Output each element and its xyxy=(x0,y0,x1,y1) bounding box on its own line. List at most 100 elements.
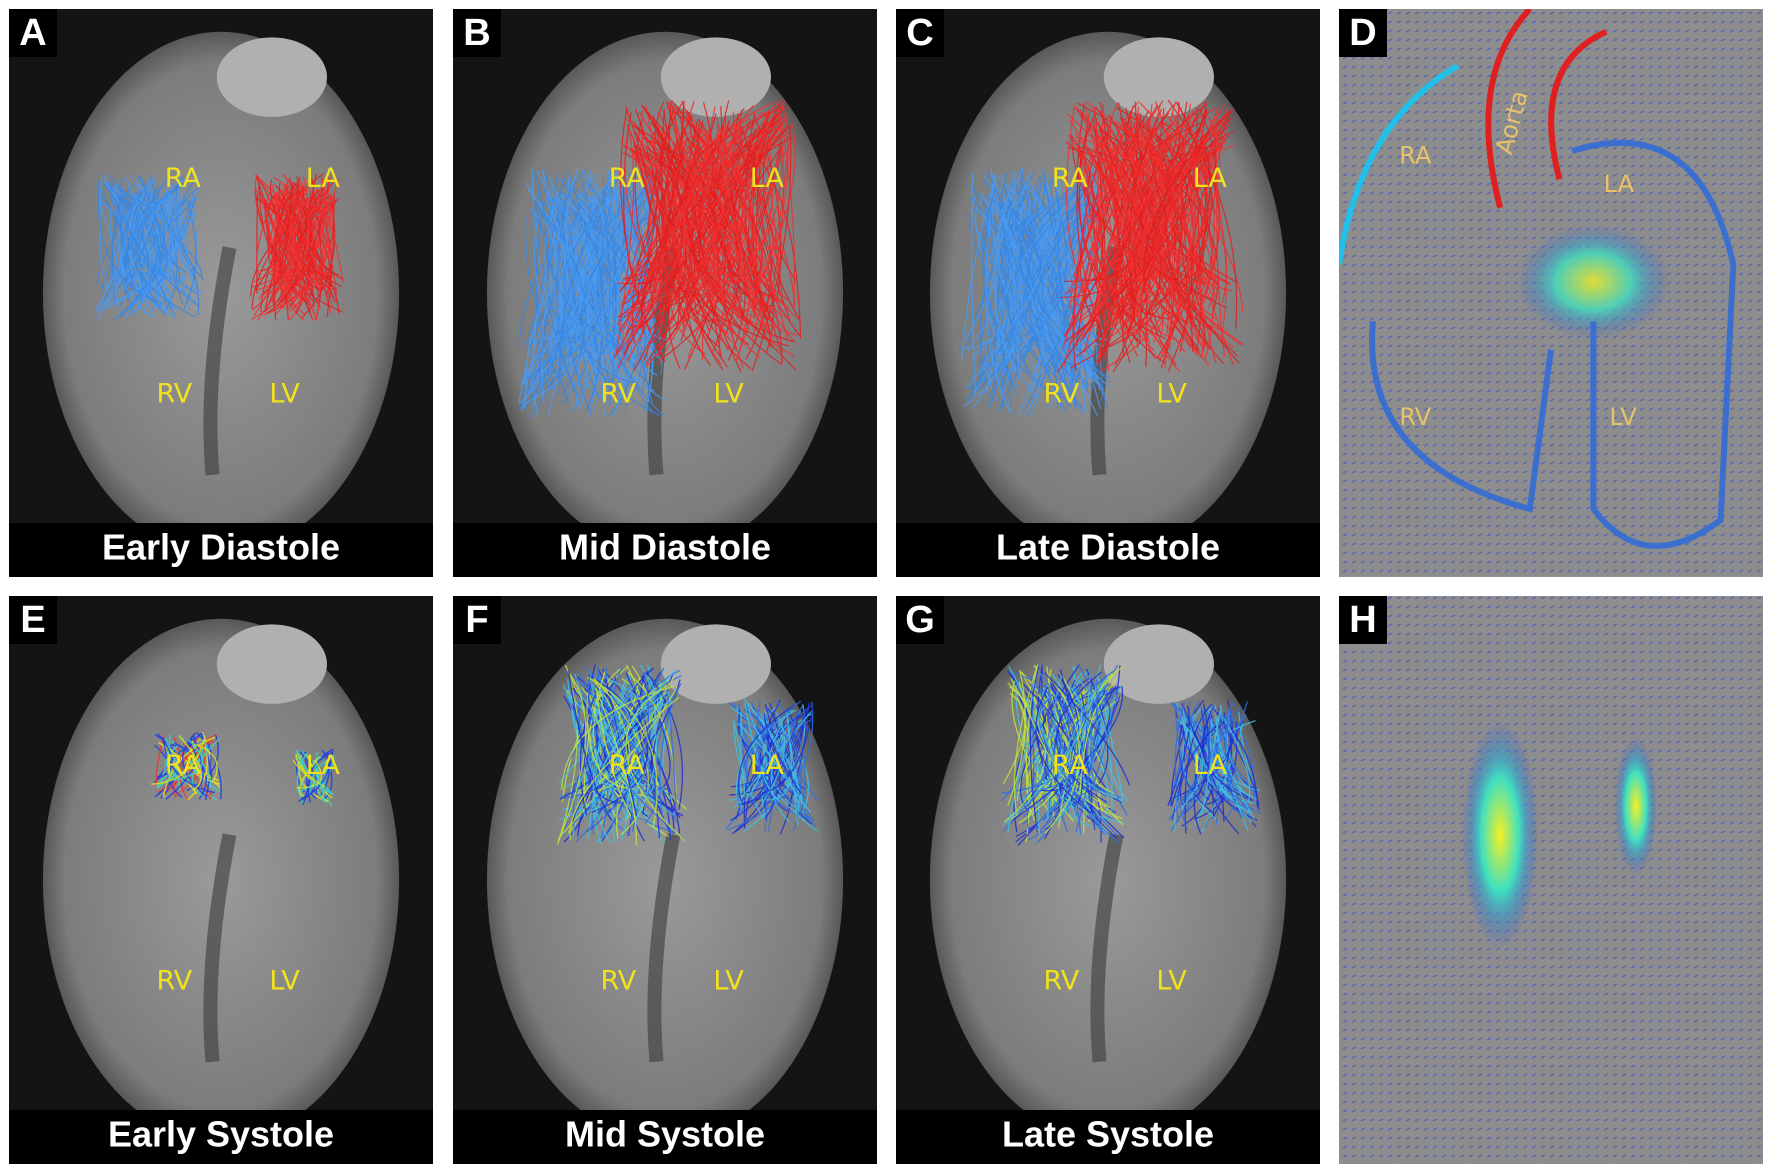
streamline xyxy=(565,176,570,367)
streamline xyxy=(254,187,275,307)
streamline xyxy=(1076,113,1103,336)
streamline xyxy=(94,195,173,313)
streamline xyxy=(124,194,142,293)
streamline xyxy=(118,178,135,287)
streamline xyxy=(1098,122,1199,357)
streamline xyxy=(624,127,722,339)
streamline xyxy=(1000,172,1111,383)
panel xyxy=(1339,9,1763,577)
streamline xyxy=(1030,216,1070,337)
streamline xyxy=(524,181,655,401)
streamline xyxy=(559,178,604,360)
streamline xyxy=(1007,192,1084,345)
caption-bar xyxy=(453,1110,877,1164)
streamline xyxy=(307,751,334,803)
streamline xyxy=(295,749,325,802)
streamline xyxy=(270,175,311,294)
streamline xyxy=(992,174,1015,401)
streamline xyxy=(779,115,796,307)
streamline xyxy=(733,720,745,798)
streamline xyxy=(96,178,125,321)
streamline xyxy=(1058,686,1100,828)
streamline xyxy=(739,109,799,320)
streamline xyxy=(568,670,613,821)
streamline xyxy=(587,694,604,839)
panel xyxy=(1339,596,1763,1164)
streamline xyxy=(1143,108,1233,366)
streamline xyxy=(563,208,593,415)
streamline xyxy=(664,152,743,301)
streamline xyxy=(965,200,1065,389)
streamline xyxy=(1102,126,1191,360)
streamline xyxy=(257,177,332,321)
streamline xyxy=(583,671,606,808)
streamline xyxy=(753,149,801,321)
septum xyxy=(647,833,681,1063)
streamline xyxy=(1071,135,1186,287)
panel-letter: B xyxy=(463,12,490,54)
aorta-line xyxy=(1548,28,1608,181)
streamline xyxy=(1088,149,1137,366)
letter-box xyxy=(453,9,501,57)
chamber-label: LA xyxy=(306,750,341,781)
streamline xyxy=(288,198,339,292)
flow-jet xyxy=(1461,720,1539,949)
flow-jet xyxy=(1517,224,1670,339)
streamline xyxy=(263,195,334,316)
streamline xyxy=(641,108,745,315)
streamline xyxy=(1136,123,1203,372)
streamline xyxy=(743,697,800,809)
streamline xyxy=(1117,118,1186,353)
streamline xyxy=(762,114,797,282)
streamline xyxy=(1013,665,1039,815)
streamline xyxy=(1151,102,1209,308)
streamline xyxy=(745,703,813,820)
panel-letter: G xyxy=(905,599,935,641)
outline xyxy=(1369,321,1554,513)
panel-letter: E xyxy=(20,599,45,641)
streamline xyxy=(654,141,725,309)
streamline xyxy=(609,679,658,822)
streamline xyxy=(1083,108,1182,343)
streamline xyxy=(285,200,321,308)
streamline xyxy=(97,191,140,285)
streamline xyxy=(587,672,650,832)
septum xyxy=(1090,833,1124,1063)
streamline xyxy=(1159,142,1220,286)
chamber-label: RA xyxy=(165,750,202,781)
streamline xyxy=(195,744,218,781)
streamline xyxy=(1002,682,1083,826)
streamline xyxy=(1142,108,1217,303)
streamline xyxy=(1204,707,1238,821)
streamline xyxy=(996,204,1048,385)
streamline xyxy=(993,174,1048,390)
aorta xyxy=(1103,37,1214,117)
streamline xyxy=(570,201,637,406)
streamline xyxy=(770,723,791,823)
streamline xyxy=(1128,102,1177,327)
streamline xyxy=(1072,153,1188,339)
streamline xyxy=(1030,670,1079,792)
streamline xyxy=(1086,139,1122,284)
streamline xyxy=(996,185,1086,367)
streamline xyxy=(1057,685,1098,804)
streamline xyxy=(567,678,651,786)
streamline xyxy=(292,759,333,799)
panel-caption: Late Diastole xyxy=(996,527,1220,568)
streamline xyxy=(631,669,681,804)
chamber-label: LV xyxy=(713,379,744,410)
streamline xyxy=(1202,717,1253,802)
streamline xyxy=(557,672,587,841)
streamline xyxy=(1167,99,1238,329)
letter-box xyxy=(1339,9,1387,57)
streamline xyxy=(544,192,593,334)
streamline xyxy=(716,116,759,312)
streamline xyxy=(1018,681,1123,819)
streamline xyxy=(182,732,207,797)
chamber-label: RV xyxy=(156,379,192,410)
panel-letter: D xyxy=(1349,12,1376,54)
streamline xyxy=(255,197,318,282)
streamline xyxy=(594,699,674,821)
panel-caption: Mid Systole xyxy=(565,1114,765,1155)
streamline xyxy=(982,168,1024,368)
